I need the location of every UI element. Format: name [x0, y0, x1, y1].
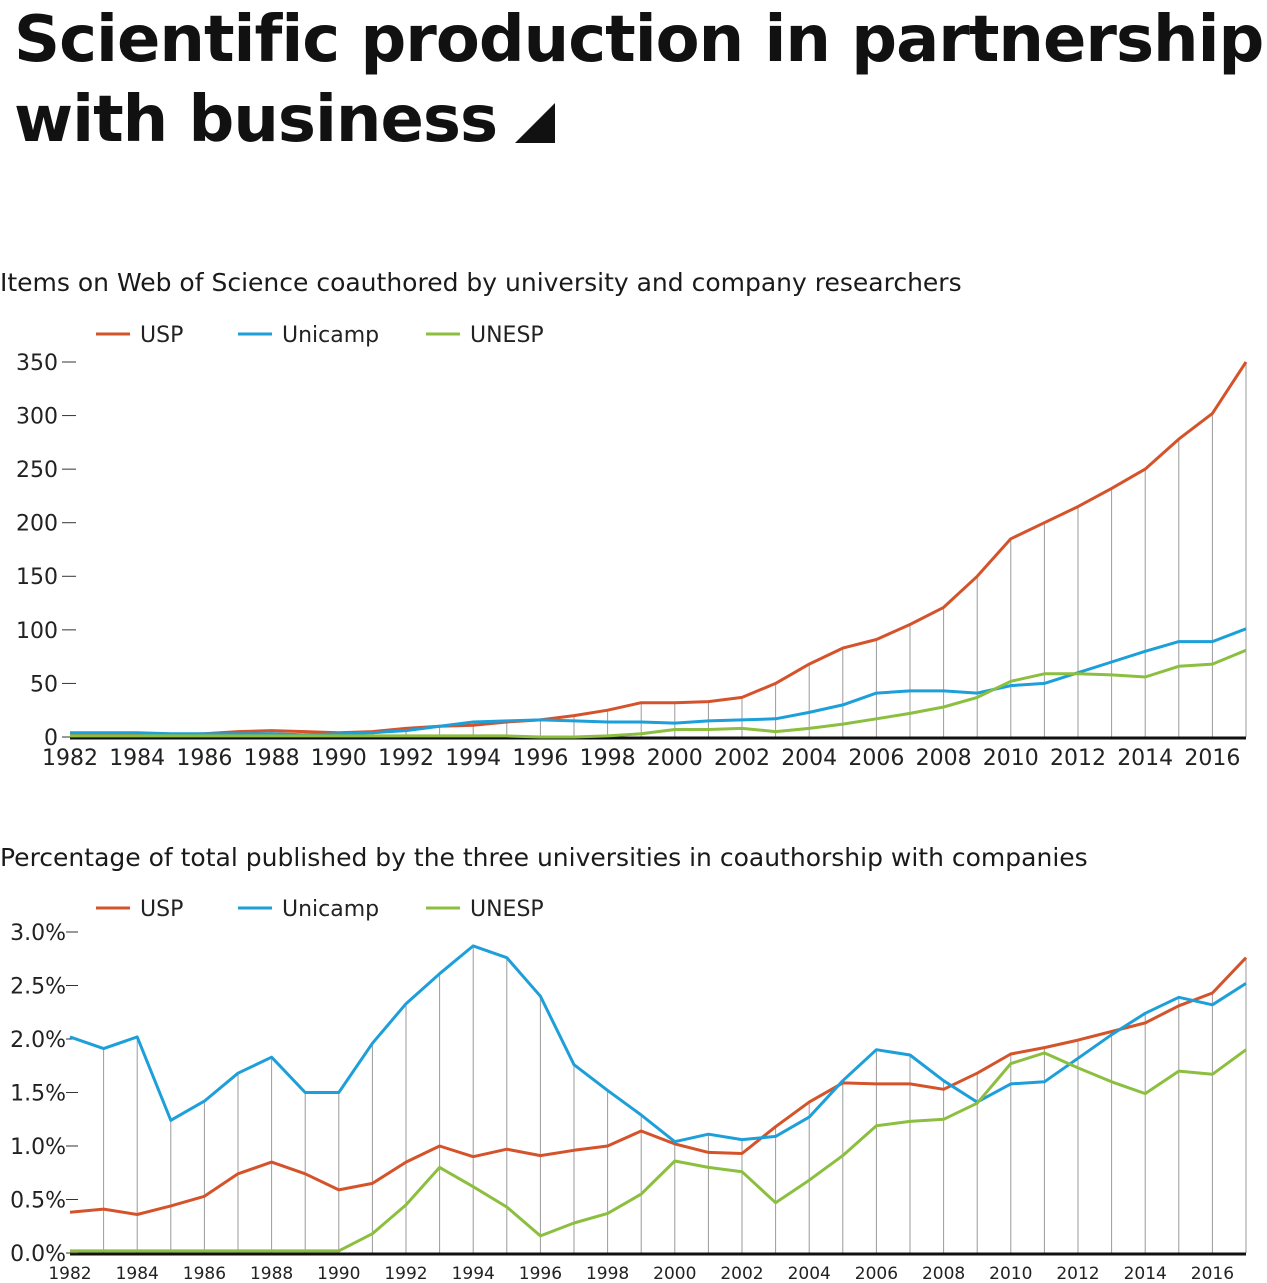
- x-tick-label: 1982: [42, 746, 98, 770]
- x-tick-label: 1984: [109, 746, 165, 770]
- x-tick-label: 1990: [317, 1264, 360, 1283]
- x-tick-label: 1990: [311, 746, 367, 770]
- series-line-usp: [69, 956, 1248, 1216]
- x-tick-label: 1992: [378, 746, 434, 770]
- y-tick-label: 0: [44, 726, 58, 751]
- legend-label-unicamp: Unicamp: [282, 897, 379, 922]
- series-line-usp: [70, 361, 1248, 737]
- legend-label-usp: USP: [140, 323, 183, 348]
- y-tick-label: 3.0%: [10, 921, 66, 946]
- series-line-unicamp: [69, 944, 1247, 1144]
- x-tick-label: 1996: [512, 746, 568, 770]
- chart2: 0.0% 0.5% 1.0% 1.5% 2.0% 2.5% 3.0% 1982 1984 1986…: [10, 897, 1248, 1283]
- x-tick-label: 1986: [183, 1264, 226, 1283]
- legend-label-unesp: UNESP: [470, 897, 544, 922]
- x-tick-label: 2008: [916, 746, 972, 770]
- y-tick-label: 200: [16, 512, 58, 537]
- x-tick-label: 2004: [781, 746, 837, 770]
- page-title-line1: Scientific production in partnership: [14, 3, 1264, 77]
- x-tick-label: 2000: [647, 746, 703, 770]
- x-tick-label: 1988: [244, 746, 300, 770]
- x-tick-label: 1998: [580, 746, 636, 770]
- x-tick-label: 1988: [250, 1264, 293, 1283]
- legend-label-unesp: UNESP: [470, 323, 544, 348]
- x-tick-label: 1998: [586, 1264, 629, 1283]
- x-tick-label: 1992: [384, 1264, 427, 1283]
- x-tick-label: 2012: [1050, 746, 1106, 770]
- x-tick-label: 2014: [1117, 746, 1173, 770]
- chart2-title: Percentage of total published by the thr…: [0, 843, 1088, 872]
- page-title: Scientific production in partnership with…: [14, 0, 1264, 160]
- y-tick-label: 1.5%: [10, 1081, 66, 1106]
- x-tick-label: 2014: [1124, 1264, 1167, 1283]
- x-tick-label: 1994: [445, 746, 501, 770]
- x-tick-label: 2006: [848, 746, 904, 770]
- x-tick-label: 2000: [653, 1264, 696, 1283]
- chart1: 0 50 100 150 200 250 300 350 1982 1984 1986 1988 199…: [16, 323, 1248, 770]
- y-tick-label: 0.5%: [10, 1188, 66, 1213]
- x-tick-label: 1994: [452, 1264, 495, 1283]
- y-tick-label: 300: [16, 404, 58, 429]
- series-line-unesp: [70, 1048, 1247, 1253]
- y-tick-label: 2.0%: [10, 1028, 66, 1053]
- x-tick-label: 1984: [116, 1264, 159, 1283]
- x-tick-label: 2008: [922, 1264, 965, 1283]
- series-line-unesp: [70, 648, 1247, 739]
- y-tick-label: 50: [30, 672, 58, 697]
- x-tick-label: 1986: [176, 746, 232, 770]
- y-tick-label: 1.0%: [10, 1135, 66, 1160]
- y-tick-label: 0.0%: [10, 1242, 66, 1267]
- x-tick-label: 2010: [983, 746, 1039, 770]
- series-line-unicamp: [70, 627, 1247, 737]
- y-tick-label: 2.5%: [10, 974, 66, 999]
- x-tick-label: 1996: [519, 1264, 562, 1283]
- y-tick-label: 350: [16, 351, 58, 376]
- x-tick-label: 2010: [989, 1264, 1032, 1283]
- legend-label-usp: USP: [140, 897, 183, 922]
- x-tick-label: 2012: [1056, 1264, 1099, 1283]
- x-tick-label: 2002: [720, 1264, 763, 1283]
- y-tick-label: 250: [16, 458, 58, 483]
- page-title-line2: with business: [14, 83, 498, 157]
- x-tick-label: 2002: [714, 746, 770, 770]
- legend-label-unicamp: Unicamp: [282, 323, 379, 348]
- x-tick-label: 2016: [1191, 1264, 1234, 1283]
- x-tick-label: 2004: [788, 1264, 831, 1283]
- y-tick-label: 150: [16, 565, 58, 590]
- x-tick-label: 1982: [48, 1264, 91, 1283]
- x-tick-label: 2006: [855, 1264, 898, 1283]
- y-tick-label: 100: [16, 619, 58, 644]
- triangle-icon: [515, 103, 556, 143]
- chart1-title: Items on Web of Science coauthored by un…: [0, 268, 962, 297]
- x-tick-label: 2016: [1184, 746, 1240, 770]
